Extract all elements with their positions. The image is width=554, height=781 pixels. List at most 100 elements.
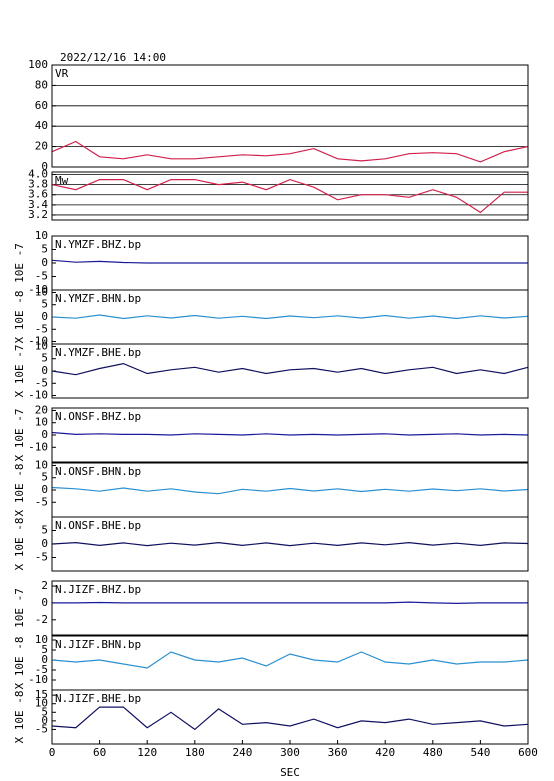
- y-tick-label: 5: [41, 298, 48, 311]
- panel-title: N.JIZF.BHZ.bp: [55, 583, 141, 596]
- waveform: [51, 362, 529, 376]
- y-tick-label: -10: [28, 673, 48, 686]
- panel-title: N.YMZF.BHN.bp: [55, 292, 141, 305]
- y-tick-label: 0: [41, 364, 48, 377]
- panel-title: N.ONSF.BHN.bp: [55, 465, 141, 478]
- y-tick-label: 0: [41, 653, 48, 666]
- y-tick-label: 0: [41, 256, 48, 269]
- y-tick-label: -10: [28, 389, 48, 402]
- y-axis-label: X 10E -8: [13, 291, 26, 344]
- x-tick-label: 360: [328, 746, 348, 759]
- x-axis-label: SEC: [280, 766, 300, 779]
- y-tick-label: -5: [35, 376, 48, 389]
- panel-frame: [51, 171, 529, 221]
- panel-title: N.ONSF.BHZ.bp: [55, 410, 141, 423]
- waveform: [51, 178, 528, 214]
- waveform: [51, 706, 529, 731]
- y-tick-label: -5: [35, 270, 48, 283]
- panel-title: N.JIZF.BHE.bp: [55, 692, 141, 705]
- y-tick-label: 60: [35, 99, 48, 112]
- y-tick-label: 10: [35, 285, 48, 298]
- x-tick-label: 420: [375, 746, 395, 759]
- x-tick-label: 180: [185, 746, 205, 759]
- y-tick-label: 3.2: [28, 208, 48, 221]
- y-axis-label: X 10E -8: [13, 637, 26, 690]
- y-tick-label: 3.6: [28, 188, 48, 201]
- y-tick-label: 10: [35, 633, 48, 646]
- x-tick-label: 480: [423, 746, 443, 759]
- y-tick-label: 2: [41, 579, 48, 592]
- waveform: [51, 651, 529, 669]
- y-tick-label: 40: [35, 119, 48, 132]
- panel-frame: [51, 516, 529, 572]
- waveform: [51, 314, 529, 320]
- y-tick-label: 5: [41, 471, 48, 484]
- y-tick-label: -5: [35, 663, 48, 676]
- x-tick-label: 0: [49, 746, 56, 759]
- panel-title: N.YMZF.BHE.bp: [55, 346, 141, 359]
- y-tick-label: -5: [35, 495, 48, 508]
- y-tick-label: 0: [41, 537, 48, 550]
- waveform: [52, 601, 528, 605]
- y-tick-label: 0: [41, 483, 48, 496]
- waveform: [51, 140, 529, 163]
- x-tick-label: 240: [232, 746, 252, 759]
- y-tick-label: 10: [35, 339, 48, 352]
- y-tick-label: 80: [35, 78, 48, 91]
- y-tick-label: 0: [41, 596, 48, 609]
- panel-title: N.YMZF.BHZ.bp: [55, 238, 141, 251]
- x-tick-label: 120: [137, 746, 157, 759]
- x-tick-label: 600: [518, 746, 538, 759]
- y-tick-label: 15: [35, 688, 48, 701]
- y-axis-label: 10E -7: [13, 243, 26, 283]
- y-axis-label: X 10E -8: [13, 691, 26, 744]
- y-axis-label: X 10E -7: [13, 409, 26, 462]
- panel-frame: [51, 580, 529, 636]
- y-tick-label: 0: [41, 160, 48, 173]
- x-tick-label: 300: [280, 746, 300, 759]
- waveform: [51, 541, 529, 547]
- y-tick-label: 5: [41, 524, 48, 537]
- y-tick-label: 10: [35, 458, 48, 471]
- panel-title: VR: [55, 67, 69, 80]
- y-tick-label: 20: [35, 140, 48, 153]
- x-tick-label: 60: [93, 746, 106, 759]
- y-tick-label: -10: [28, 335, 48, 348]
- panel-title: Mw: [55, 174, 69, 187]
- y-tick-label: 5: [41, 643, 48, 656]
- y-tick-label: 5: [41, 705, 48, 718]
- y-tick-label: 5: [41, 352, 48, 365]
- y-tick-label: -10: [28, 440, 48, 453]
- y-tick-label: 20: [35, 403, 48, 416]
- panel-frame: [51, 343, 529, 399]
- x-tick-label: 540: [470, 746, 490, 759]
- y-tick-label: 5: [41, 243, 48, 256]
- y-tick-label: 3.4: [28, 198, 48, 211]
- y-axis-label: 10E -7: [13, 588, 26, 628]
- y-tick-label: 10: [35, 229, 48, 242]
- y-tick-label: -10: [28, 283, 48, 296]
- y-tick-label: 0: [41, 428, 48, 441]
- y-tick-label: 100: [28, 58, 48, 71]
- chart-title: 2022/12/16 14:00: [60, 51, 166, 64]
- panel-frame: [51, 407, 529, 463]
- y-tick-label: 3.8: [28, 178, 48, 191]
- y-tick-label: 0: [41, 310, 48, 323]
- waveform: [51, 431, 529, 436]
- y-tick-label: -2: [35, 613, 48, 626]
- panel-title: N.JIZF.BHN.bp: [55, 638, 141, 651]
- y-axis-label: X 10E -8: [13, 518, 26, 571]
- y-tick-label: -5: [35, 722, 48, 735]
- y-axis-label: X 10E -7: [13, 345, 26, 398]
- panel-frame: [51, 64, 529, 168]
- y-tick-label: -5: [35, 322, 48, 335]
- y-tick-label: 0: [41, 714, 48, 727]
- y-axis-label: X 10E -8: [13, 464, 26, 517]
- y-tick-label: 10: [35, 697, 48, 710]
- waveform: [51, 486, 529, 495]
- y-tick-label: 4.0: [28, 168, 48, 181]
- panel-title: N.ONSF.BHE.bp: [55, 519, 141, 532]
- waveform: [51, 259, 528, 264]
- y-tick-label: -5: [35, 551, 48, 564]
